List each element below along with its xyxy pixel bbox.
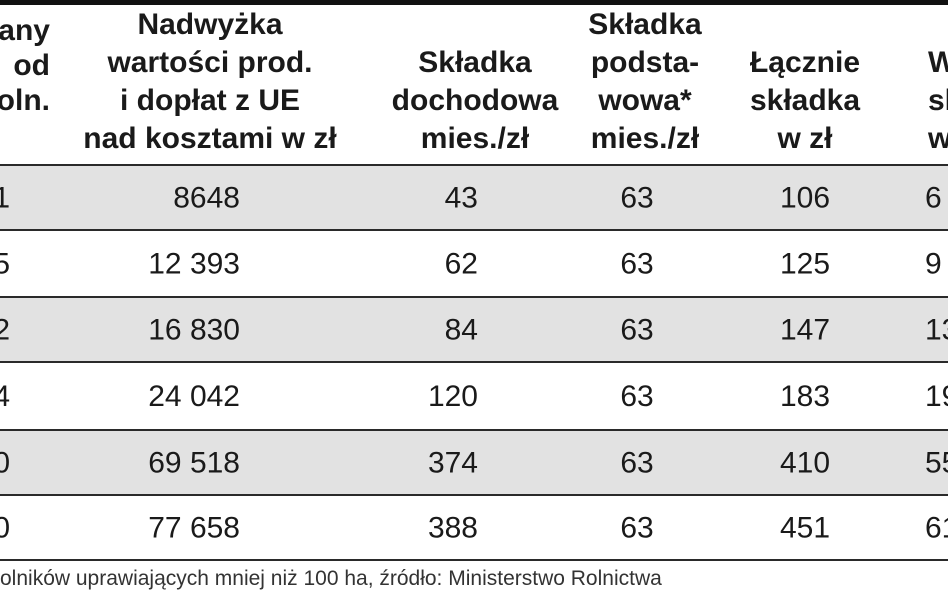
column-header: od bbox=[13, 49, 50, 82]
column-header: Składka bbox=[418, 46, 532, 79]
row-shade bbox=[0, 430, 948, 495]
cell: 43 bbox=[445, 181, 478, 214]
cell: 19 bbox=[925, 380, 948, 413]
cell: 6 bbox=[925, 181, 942, 214]
top-bar bbox=[0, 0, 948, 5]
cell: 63 bbox=[620, 313, 653, 346]
cell: 147 bbox=[780, 313, 830, 346]
cell: 61 bbox=[925, 511, 948, 544]
cell: 451 bbox=[780, 511, 830, 544]
cell: 4 bbox=[0, 380, 10, 413]
column-header: any bbox=[0, 14, 50, 47]
cell: 374 bbox=[428, 446, 478, 479]
cell: 0 bbox=[0, 511, 10, 544]
column-header: dochodowa bbox=[392, 84, 559, 117]
cell: 63 bbox=[620, 247, 653, 280]
column-header: w zł bbox=[776, 122, 833, 155]
column-header: wowa* bbox=[597, 84, 692, 117]
cell: 9 bbox=[925, 247, 942, 280]
cell: 0 bbox=[0, 446, 10, 479]
footer-note: olników uprawiających mniej niż 100 ha, … bbox=[0, 567, 662, 590]
column-header: i dopłat z UE bbox=[120, 84, 300, 117]
row-shade bbox=[0, 165, 948, 230]
column-header: W bbox=[928, 46, 948, 79]
column-header: mies./zł bbox=[591, 122, 700, 155]
cell: 55 bbox=[925, 446, 948, 479]
cell: 63 bbox=[620, 380, 653, 413]
column-header: w bbox=[927, 122, 948, 155]
column-header: nad kosztami w zł bbox=[83, 122, 337, 155]
column-header: roln. bbox=[0, 84, 50, 117]
column-header: mies./zł bbox=[421, 122, 530, 155]
column-header: Nadwyżka bbox=[137, 8, 282, 41]
cell: 1 bbox=[0, 181, 10, 214]
cell: 388 bbox=[428, 511, 478, 544]
row-shade bbox=[0, 297, 948, 362]
cell: 2 bbox=[0, 313, 10, 346]
column-header: sk bbox=[928, 84, 948, 117]
cell: 106 bbox=[780, 181, 830, 214]
cell: 62 bbox=[445, 247, 478, 280]
row-backgrounds bbox=[0, 164, 948, 561]
table: anyodroln. Nadwyżka wartości prod. i dopłat… bbox=[0, 8, 948, 544]
cell: 410 bbox=[780, 446, 830, 479]
column-header: składka bbox=[750, 84, 860, 117]
cell: 8648 bbox=[173, 181, 240, 214]
cell: 77 658 bbox=[148, 511, 240, 544]
cell: 63 bbox=[620, 446, 653, 479]
cell: 120 bbox=[428, 380, 478, 413]
cell: 63 bbox=[620, 511, 653, 544]
cell: 69 518 bbox=[148, 446, 240, 479]
cell: 183 bbox=[780, 380, 830, 413]
cell: 5 bbox=[0, 247, 10, 280]
column-header: Składka bbox=[588, 8, 702, 41]
column-header: Łącznie bbox=[750, 46, 860, 79]
column-header: podsta- bbox=[591, 46, 699, 79]
cell: 24 042 bbox=[148, 380, 240, 413]
cell: 12 393 bbox=[148, 247, 240, 280]
cell: 84 bbox=[445, 313, 478, 346]
column-header: wartości prod. bbox=[106, 46, 312, 79]
cell: 63 bbox=[620, 181, 653, 214]
cell: 16 830 bbox=[148, 313, 240, 346]
cell: 13 bbox=[925, 313, 948, 346]
cell: 125 bbox=[780, 247, 830, 280]
